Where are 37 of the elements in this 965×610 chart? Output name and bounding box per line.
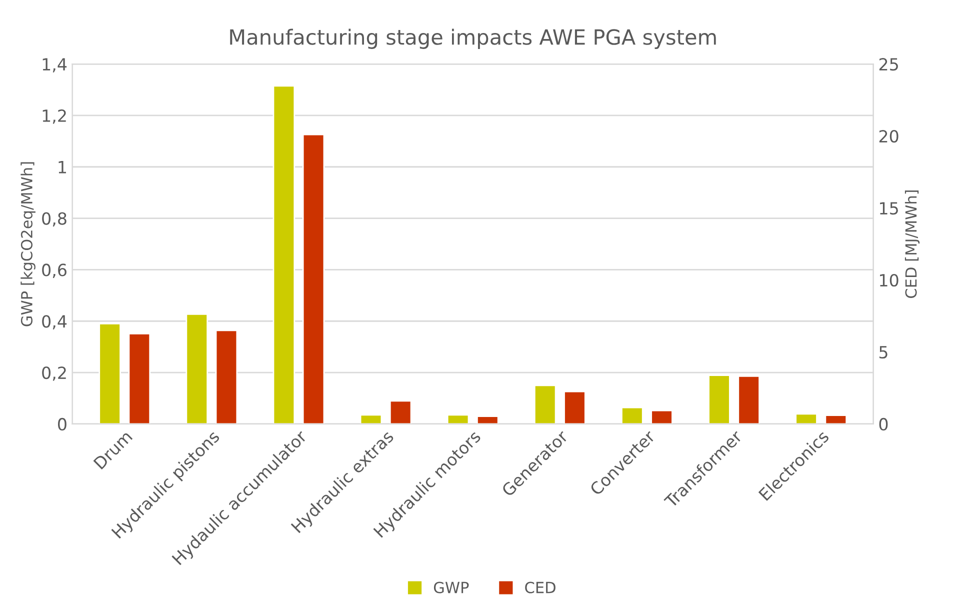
bar — [360, 414, 382, 424]
y2-tick-label: 10 — [880, 274, 898, 287]
y-tick-label: 1,2 — [42, 109, 66, 124]
bar — [476, 416, 499, 424]
chart-title: Manufacturing stage impacts AWE PGA system — [230, 28, 716, 49]
y-tick-label: 0,8 — [42, 212, 66, 227]
legend-label: CED — [525, 582, 556, 594]
bar — [564, 390, 586, 424]
bar — [272, 85, 296, 424]
y2-tick-label: 15 — [880, 202, 898, 215]
legend-label: GWP — [434, 582, 469, 594]
bar — [795, 413, 818, 424]
y-tick-label: 0 — [58, 418, 66, 431]
bar — [128, 332, 151, 424]
bar — [824, 414, 848, 424]
y-tick-label: 1 — [58, 161, 66, 174]
bar — [215, 330, 238, 424]
y2-tick-label: 20 — [879, 130, 898, 143]
bar — [446, 414, 470, 424]
y-axis-title: GWP [kgCO2eq/MWh] — [20, 162, 36, 326]
bar — [534, 384, 556, 424]
bar — [389, 400, 412, 424]
y2-tick-label: 25 — [879, 58, 898, 71]
y2-axis-title: CED [MJ/MWh] — [904, 190, 920, 298]
bar — [98, 322, 121, 424]
bar — [186, 313, 208, 424]
y-tick-label: 1,4 — [42, 58, 67, 72]
bar — [650, 410, 673, 424]
y2-tick-label: 5 — [879, 346, 888, 359]
y2-tick-label: 0 — [879, 418, 888, 431]
y-tick-label: 0,4 — [42, 315, 67, 330]
bar — [738, 375, 760, 424]
y-tick-label: 0,2 — [42, 366, 66, 381]
bar — [302, 134, 325, 424]
y-tick-label: 0,6 — [42, 264, 66, 278]
bar — [621, 406, 644, 424]
bar — [708, 374, 730, 424]
